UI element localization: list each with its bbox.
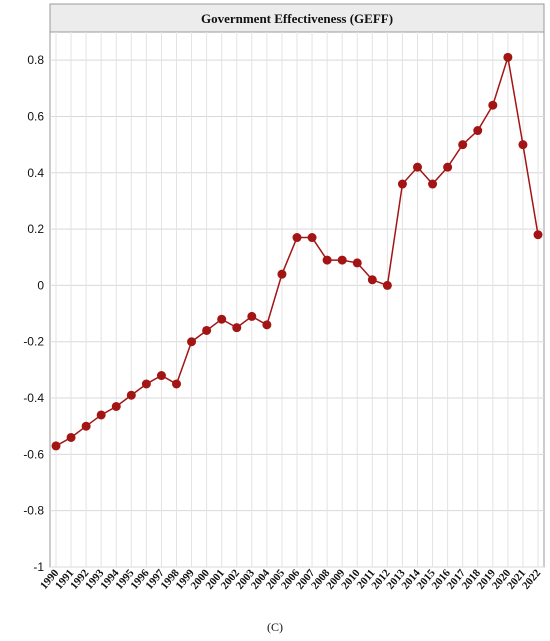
data-point (141, 379, 151, 389)
data-point (337, 255, 347, 265)
data-point (96, 410, 106, 420)
data-point (458, 140, 468, 150)
y-tick-label: -0.8 (23, 504, 44, 518)
figure-caption: (C) (267, 620, 283, 634)
data-point (488, 100, 498, 110)
data-point (413, 162, 422, 172)
data-point (156, 371, 166, 381)
data-point (66, 432, 76, 442)
data-point (533, 230, 543, 240)
grid-lines (50, 32, 544, 568)
data-point (262, 320, 272, 330)
data-point (428, 179, 438, 189)
y-tick-label: -0.4 (23, 391, 44, 405)
data-point (202, 325, 212, 335)
y-tick-label: -1 (33, 560, 44, 574)
data-point (397, 179, 407, 189)
y-tick-label: 0.2 (27, 222, 44, 236)
y-tick-label: -0.2 (23, 335, 44, 349)
data-point (518, 140, 528, 150)
data-point (443, 162, 453, 172)
data-point (111, 402, 121, 411)
data-point (307, 233, 317, 243)
data-point (126, 390, 136, 400)
y-tick-label: 0.4 (27, 166, 44, 180)
data-point (247, 311, 257, 321)
data-point (352, 258, 362, 268)
data-point (277, 269, 287, 279)
data-point (217, 314, 227, 324)
data-point (172, 379, 181, 389)
data-point (187, 337, 197, 347)
chart-title: Government Effectiveness (GEFF) (201, 11, 393, 26)
y-tick-label: 0.8 (27, 53, 44, 67)
y-axis-tick-labels: 0.8 0.6 0.4 0.2 0 -0.2 -0.4 -0.6 -0.8 -1 (23, 53, 44, 574)
data-point (81, 421, 91, 431)
y-tick-label: 0 (37, 278, 44, 292)
title-bar (49, 3, 545, 33)
x-axis-tick-labels: 1990199119921993199419951996199719981999… (38, 567, 544, 592)
data-points (51, 52, 543, 451)
data-point (292, 233, 302, 243)
data-point (503, 52, 513, 62)
data-point (382, 280, 392, 290)
data-point (322, 255, 332, 265)
x-tick-label: 2022 (520, 567, 544, 592)
data-point (473, 126, 483, 136)
data-point (51, 441, 61, 451)
data-point (367, 275, 377, 285)
data-point (232, 323, 242, 333)
y-tick-label: 0.6 (27, 109, 44, 123)
y-tick-label: -0.6 (23, 447, 44, 461)
